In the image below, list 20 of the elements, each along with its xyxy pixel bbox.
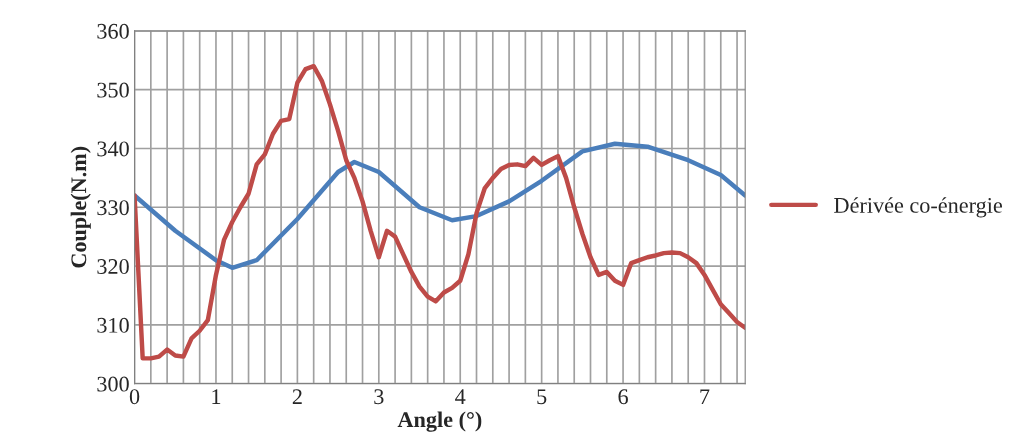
legend-label: Dérivée co-énergie (834, 197, 1003, 218)
x-tick-label: 3 (374, 389, 384, 405)
line-series (134, 63, 746, 361)
y-tick-label: 330 (97, 200, 129, 216)
line-series (134, 141, 746, 271)
y-axis-title: Couple(N.m) (70, 146, 91, 268)
x-axis-title: Angle (°) (397, 411, 482, 432)
x-tick-label: 7 (700, 389, 710, 404)
x-tick-label: 5 (537, 389, 547, 405)
x-tick-label: 4 (455, 389, 466, 404)
x-tick-label: 2 (292, 389, 302, 404)
y-tick-label: 310 (97, 317, 129, 333)
y-tick-label: 350 (97, 82, 129, 98)
x-tick-label: 1 (212, 389, 221, 404)
y-tick-label: 300 (97, 376, 129, 392)
y-tick-label: 320 (97, 259, 129, 274)
y-tick-label: 340 (97, 141, 129, 157)
y-tick-label: 360 (97, 23, 129, 39)
x-tick-label: 0 (129, 389, 140, 405)
x-tick-label: 6 (618, 389, 628, 405)
